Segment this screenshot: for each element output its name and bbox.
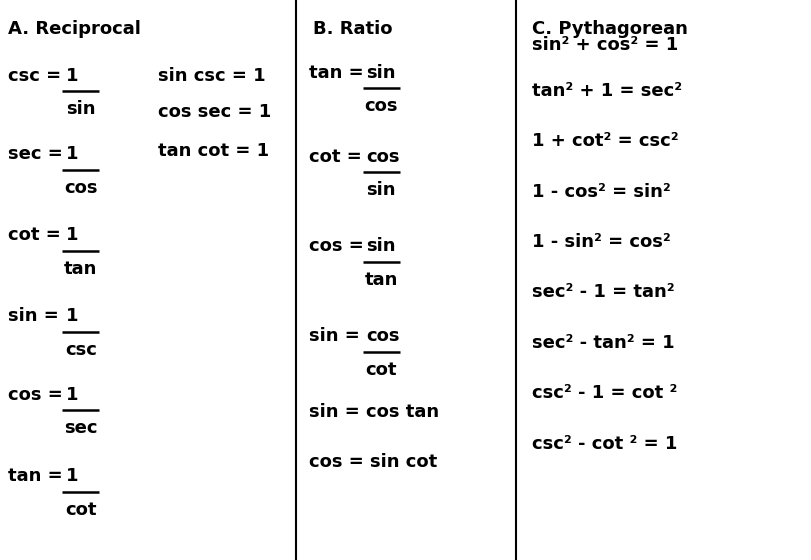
Text: sin =: sin = [8, 307, 65, 325]
Text: tan =: tan = [308, 64, 369, 82]
Text: C. Pythagorean: C. Pythagorean [531, 20, 687, 38]
Text: 1: 1 [66, 386, 78, 404]
Text: csc² - 1 = cot ²: csc² - 1 = cot ² [531, 384, 676, 402]
Text: tan: tan [364, 271, 397, 289]
Text: csc: csc [65, 341, 97, 359]
Text: sec² - 1 = tan²: sec² - 1 = tan² [531, 283, 674, 301]
Text: sin: sin [366, 237, 395, 255]
Text: sec: sec [64, 419, 97, 437]
Text: cos: cos [366, 148, 399, 166]
Text: csc =: csc = [8, 67, 67, 85]
Text: sec =: sec = [8, 145, 69, 163]
Text: 1: 1 [66, 145, 78, 163]
Text: A. Reciprocal: A. Reciprocal [8, 20, 141, 38]
Text: cos: cos [366, 327, 399, 345]
Text: cos sec = 1: cos sec = 1 [158, 103, 271, 121]
Text: cos = sin cot: cos = sin cot [308, 453, 436, 471]
Text: cot: cot [365, 361, 397, 379]
Text: sin: sin [66, 100, 96, 118]
Text: 1 + cot² = csc²: 1 + cot² = csc² [531, 132, 678, 150]
Text: csc² - cot ² = 1: csc² - cot ² = 1 [531, 435, 676, 452]
Text: tan =: tan = [8, 467, 69, 485]
Text: cos: cos [64, 179, 97, 197]
Text: sec² - tan² = 1: sec² - tan² = 1 [531, 334, 674, 352]
Text: tan cot = 1: tan cot = 1 [158, 142, 269, 160]
Text: cos =: cos = [8, 386, 69, 404]
Text: cot =: cot = [8, 226, 67, 244]
Text: 1 - sin² = cos²: 1 - sin² = cos² [531, 233, 670, 251]
Text: B. Ratio: B. Ratio [312, 20, 392, 38]
Text: cos: cos [364, 97, 397, 115]
Text: 1: 1 [66, 226, 78, 244]
Text: tan: tan [64, 260, 97, 278]
Text: tan² + 1 = sec²: tan² + 1 = sec² [531, 82, 681, 100]
Text: 1 - cos² = sin²: 1 - cos² = sin² [531, 183, 670, 200]
Text: sin csc = 1: sin csc = 1 [158, 67, 266, 85]
Text: sin = cos tan: sin = cos tan [308, 403, 438, 421]
Text: 1: 1 [66, 307, 78, 325]
Text: sin: sin [366, 181, 396, 199]
Text: 1: 1 [66, 67, 78, 85]
Text: sin =: sin = [308, 327, 365, 345]
Text: sin: sin [366, 64, 395, 82]
Text: 1: 1 [66, 467, 78, 485]
Text: cot: cot [65, 501, 97, 519]
Text: sin² + cos² = 1: sin² + cos² = 1 [531, 36, 677, 54]
Text: cot =: cot = [308, 148, 367, 166]
Text: cos =: cos = [308, 237, 369, 255]
